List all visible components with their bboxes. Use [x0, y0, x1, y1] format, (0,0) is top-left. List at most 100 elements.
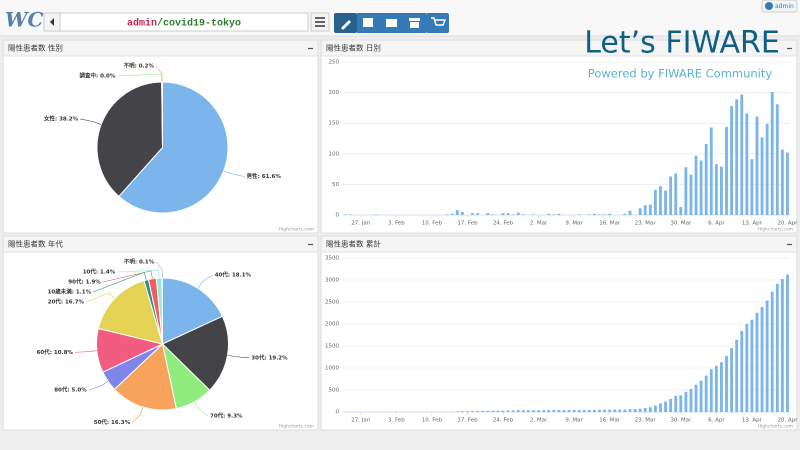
x-tick-label: 3. Feb [388, 221, 405, 227]
bar [780, 279, 784, 412]
toolbar [334, 13, 449, 33]
bar [709, 127, 713, 215]
bar [623, 213, 627, 215]
bar [501, 410, 505, 412]
bar [643, 205, 647, 215]
bar [720, 166, 723, 215]
y-tick-label: 150 [329, 121, 340, 127]
bar [765, 300, 769, 412]
bar [455, 411, 459, 412]
bar [374, 214, 378, 215]
bar [557, 213, 561, 215]
bar [775, 104, 779, 215]
panel-header [321, 40, 797, 56]
x-tick-label: 30. Mar [670, 221, 692, 227]
x-tick-label: 30. Mar [670, 418, 692, 424]
chart-credit: Highcharts.com [758, 424, 793, 430]
x-tick-label: 10. Feb [422, 418, 443, 424]
market-button[interactable] [426, 13, 449, 33]
chart-credit: Highcharts.com [758, 227, 793, 233]
archive-box [410, 22, 419, 28]
bar [521, 410, 525, 412]
bar [638, 208, 642, 215]
bar [455, 210, 459, 215]
y-tick-label: 100 [329, 151, 340, 157]
pie-label: 調査中: 0.0% [80, 72, 116, 80]
bar [780, 149, 784, 215]
pie-label: 男性: 61.6% [247, 172, 282, 180]
x-tick-label: 17. Feb [457, 418, 478, 424]
bar [735, 99, 739, 215]
bar [694, 155, 698, 215]
y-tick-label: 0 [336, 213, 340, 219]
bar [679, 395, 683, 412]
bar [699, 380, 703, 412]
chart-credit: Highcharts.com [279, 424, 314, 430]
bar [577, 214, 581, 215]
panel-header [321, 236, 797, 252]
bar [598, 214, 601, 215]
edit-button[interactable] [334, 13, 357, 33]
bar [755, 116, 759, 215]
bar [750, 319, 754, 412]
bar [755, 312, 759, 412]
bar [628, 210, 632, 215]
widget-icon [363, 18, 373, 27]
bar [664, 401, 667, 412]
bar [684, 167, 688, 215]
pencil-icon [341, 20, 351, 30]
bar [562, 409, 566, 412]
pie-connector [88, 380, 109, 391]
pie-connector [223, 170, 245, 177]
pie-label: 女性: 38.2% [44, 114, 79, 122]
bar [526, 410, 530, 412]
bar [659, 403, 662, 412]
bar [709, 369, 713, 412]
bar [587, 214, 591, 215]
panel [320, 235, 798, 431]
pie-connector [131, 406, 144, 423]
bar [486, 213, 490, 215]
x-tick-label: 16. Mar [599, 418, 621, 424]
bar [714, 365, 718, 412]
pie-label: 20代: 16.7% [48, 298, 85, 306]
x-tick-label: 6. Apr [708, 418, 725, 424]
bar [516, 410, 520, 412]
pie-label: 不明: 0.1% [124, 258, 155, 266]
pie-slice [161, 315, 229, 391]
bar [750, 159, 754, 215]
bar [740, 331, 744, 412]
bar [511, 214, 515, 215]
panel-title: 陽性患者数 性別 [8, 43, 63, 53]
pie-label: 50代: 16.3% [94, 418, 131, 426]
menu-icon [315, 17, 325, 27]
bar [775, 283, 779, 412]
bar [532, 214, 535, 215]
bar [552, 410, 556, 412]
bar [567, 409, 571, 412]
bar [704, 375, 708, 412]
logo[interactable]: WC [5, 8, 43, 32]
bar [623, 409, 627, 412]
archive-lid [409, 18, 420, 21]
bar [725, 355, 728, 412]
panel-title: 陽性患者数 日別 [326, 43, 381, 53]
pie-label: 60代: 10.8% [37, 348, 74, 356]
bar [735, 339, 739, 412]
pie-label: 30代: 19.2% [251, 353, 288, 361]
user-name[interactable]: admin [775, 3, 794, 10]
x-tick-label: 23. Mar [635, 221, 657, 227]
bar [593, 409, 596, 412]
bar [521, 214, 525, 215]
bar [669, 398, 673, 412]
bar [638, 408, 642, 412]
bar [501, 213, 505, 215]
bar [587, 409, 591, 412]
bar [511, 410, 515, 412]
pie-label: 40代: 18.1% [215, 270, 252, 278]
bar [659, 186, 662, 215]
y-tick-label: 2500 [325, 300, 339, 306]
panels: 陽性患者数 性別 Highcharts.com 男性: 61.6% 不明: 0.2% 調… [2, 39, 798, 431]
pie-label: 70代: 9.3% [210, 411, 243, 419]
